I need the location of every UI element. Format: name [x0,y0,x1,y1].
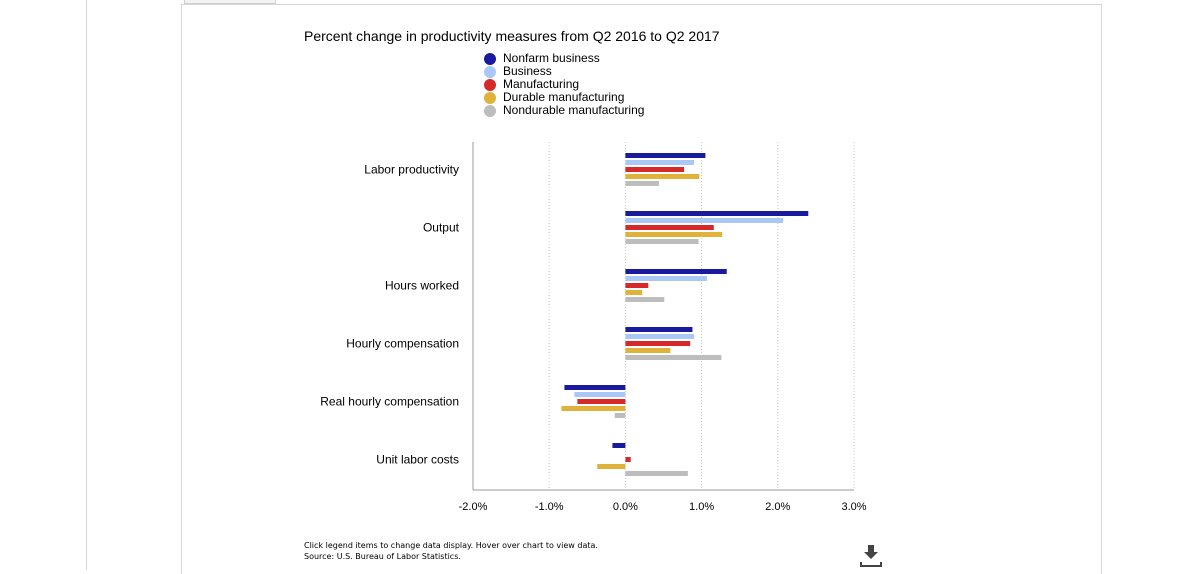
legend-item[interactable]: Nondurable manufacturing [484,104,644,117]
x-tick-label: 0.0% [613,501,638,513]
download-icon [860,545,882,567]
bar[interactable] [625,290,643,295]
x-tick-label: 3.0% [841,501,866,513]
legend-item[interactable]: Manufacturing [484,78,644,91]
bar[interactable] [625,283,649,288]
legend-swatch [484,65,496,78]
legend-label: Nonfarm business [503,51,600,65]
category-label: Hours worked [385,279,459,293]
bar[interactable] [561,406,626,411]
chart-legend: Nonfarm business Business Manufacturing Dur… [484,52,644,117]
legend-label: Business [503,64,552,78]
chart-panel [181,4,1102,574]
bar[interactable] [625,334,694,339]
x-tick-label: 2.0% [765,501,790,513]
bar[interactable] [625,341,691,346]
bar[interactable] [625,160,694,165]
download-button[interactable] [860,545,882,567]
bar[interactable] [625,348,671,353]
x-tick-label: -2.0% [459,501,488,513]
legend-label: Nondurable manufacturing [503,103,645,117]
legend-swatch [484,104,496,117]
bar[interactable] [625,181,659,186]
chart-footer: Click legend items to change data displa… [304,540,598,562]
legend-item[interactable]: Business [484,65,644,78]
bar[interactable] [625,153,706,158]
bar[interactable] [625,232,723,237]
bar[interactable] [574,392,626,397]
bar[interactable] [625,457,631,462]
bar[interactable] [625,211,809,216]
tab-stub[interactable] [184,0,276,4]
bar[interactable] [625,276,707,281]
bar[interactable] [597,464,626,469]
legend-item[interactable]: Durable manufacturing [484,91,644,104]
bar[interactable] [614,413,626,418]
x-tick-label: -1.0% [535,501,564,513]
bar[interactable] [625,269,727,274]
footer-instructions: Click legend items to change data displa… [304,541,598,550]
bar[interactable] [625,297,665,302]
bar[interactable] [625,218,784,223]
bar[interactable] [564,385,626,390]
category-label: Real hourly compensation [320,395,459,409]
bar[interactable] [577,399,626,404]
bar[interactable] [625,355,722,360]
category-label: Labor productivity [364,163,459,177]
x-tick-label: 1.0% [689,501,714,513]
category-label: Unit labor costs [376,453,459,467]
bar[interactable] [625,327,693,332]
bar[interactable] [625,471,688,476]
footer-source: Source: U.S. Bureau of Labor Statistics. [304,552,461,561]
legend-swatch [484,78,496,91]
legend-swatch [484,91,496,104]
legend-swatch [484,52,496,65]
bar[interactable] [612,443,626,448]
bar[interactable] [625,225,714,230]
category-label: Output [423,221,460,235]
legend-label: Manufacturing [503,77,580,91]
legend-label: Durable manufacturing [503,90,625,104]
chart-title: Percent change in productivity measures … [304,28,720,44]
legend-item[interactable]: Nonfarm business [484,52,644,65]
bar[interactable] [625,174,700,179]
category-label: Hourly compensation [346,337,459,351]
page-border-left [86,0,87,570]
bar[interactable] [625,167,685,172]
bar[interactable] [625,239,699,244]
